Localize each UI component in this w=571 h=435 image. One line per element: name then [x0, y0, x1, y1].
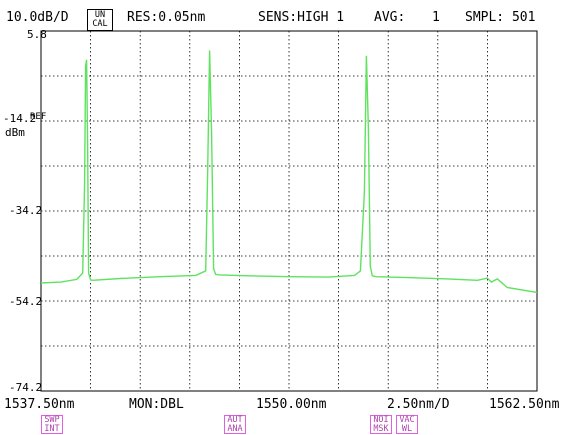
- average-label: AVG:: [374, 10, 406, 25]
- softkey-line-2: ANA: [227, 423, 243, 434]
- plot-grid: [41, 31, 537, 391]
- vacuum-wavelength-softkey[interactable]: VAC WL: [396, 415, 418, 434]
- uncal-line-2: CAL: [92, 19, 108, 29]
- softkey-line-1: VAC: [399, 415, 415, 425]
- softkey-line-2: INT: [44, 423, 60, 434]
- auto-analysis-softkey[interactable]: AUT ANA: [224, 415, 246, 434]
- average-value: 1: [432, 10, 440, 25]
- ref-label: REF: [30, 112, 47, 122]
- span-readout: 2.50nm/D: [387, 397, 450, 412]
- noise-mask-softkey[interactable]: NOI MSK: [370, 415, 392, 434]
- softkey-line-2: WL: [401, 423, 413, 434]
- y-tick-label: -14.2: [3, 112, 37, 125]
- sampling-readout: SMPL: 501: [465, 10, 536, 25]
- sensitivity-readout: SENS:HIGH 1: [258, 10, 345, 25]
- sweep-interval-softkey[interactable]: SWP INT: [41, 415, 63, 434]
- spectrum-trace: [40, 50, 538, 294]
- softkey-line-1: NOI: [373, 415, 389, 425]
- x-start-label: 1537.50nm: [4, 397, 75, 412]
- softkey-line-1: AUT: [227, 415, 243, 425]
- x-end-label: 1562.50nm: [489, 397, 560, 412]
- softkey-line-2: MSK: [373, 423, 389, 434]
- uncal-line-1: UN: [94, 10, 106, 20]
- y-unit-label: dBm: [5, 126, 25, 139]
- y-tick-label: -34.2: [9, 204, 43, 217]
- softkey-line-1: SWP: [44, 415, 60, 425]
- x-center-label: 1550.00nm: [256, 397, 327, 412]
- y-tick-label: 5.8: [27, 28, 47, 41]
- y-tick-label: -74.2: [9, 381, 43, 394]
- scale-readout: 10.0dB/D: [6, 10, 69, 25]
- monitor-readout: MON:DBL: [129, 397, 184, 412]
- y-tick-label: -54.2: [9, 295, 43, 308]
- resolution-readout: RES:0.05nm: [127, 10, 206, 25]
- uncal-indicator: UN CAL: [87, 9, 113, 31]
